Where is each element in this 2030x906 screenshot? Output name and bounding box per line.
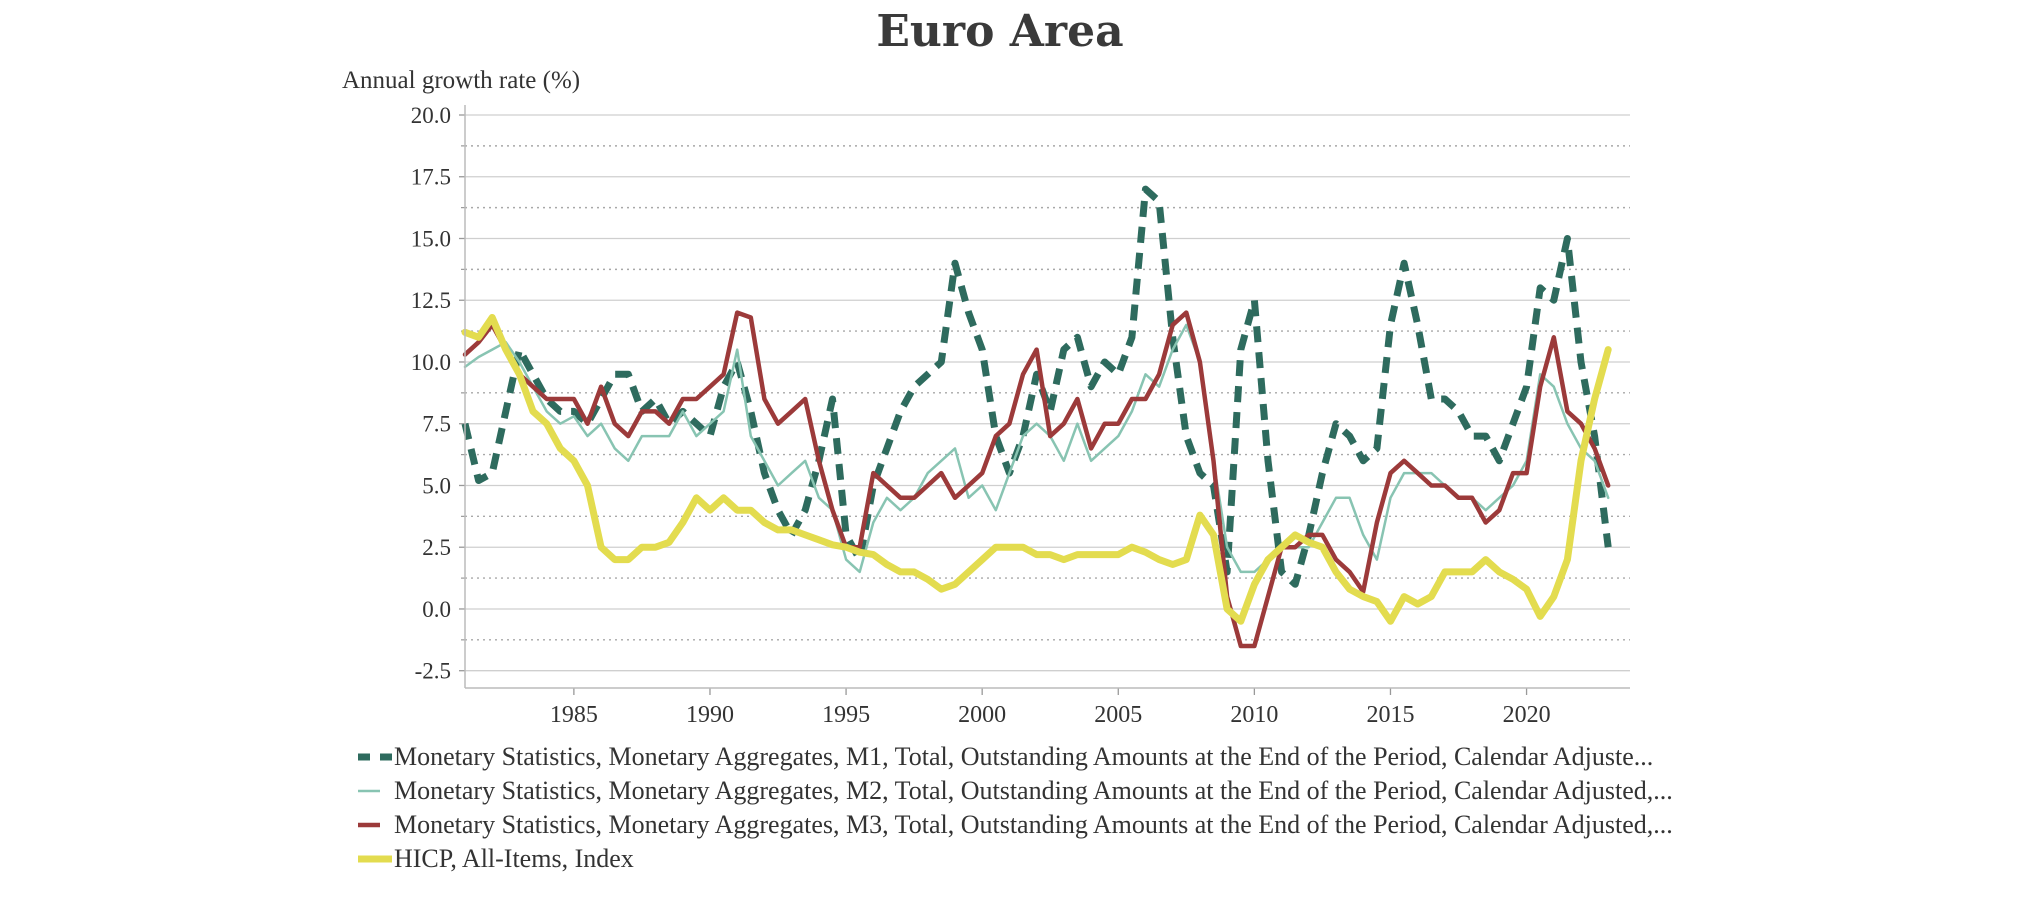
legend-swatch-m2	[358, 789, 380, 793]
legend-item-hicp: HICP, All-Items, Index	[358, 842, 1673, 876]
legend-swatch-m1	[358, 753, 392, 761]
y-tick-label: 17.5	[411, 165, 451, 190]
legend-label-m3: Monetary Statistics, Monetary Aggregates…	[394, 810, 1673, 839]
x-tick-label: 2010	[1230, 702, 1278, 728]
legend-label-hicp: HICP, All-Items, Index	[394, 844, 634, 873]
y-tick-label: 2.5	[422, 535, 451, 560]
legend-label-m1: Monetary Statistics, Monetary Aggregates…	[394, 742, 1654, 771]
y-tick-label: 20.0	[411, 103, 451, 128]
series-line-2	[462, 310, 1611, 649]
legend-label-m2: Monetary Statistics, Monetary Aggregates…	[394, 776, 1673, 805]
x-tick-label: 2015	[1366, 702, 1414, 728]
y-tick-label: 10.0	[411, 350, 451, 375]
y-axis-ticks: 20.0 17.5 15.0 12.5 10.0 7.5 5.0 2.5 0.0 -2.5	[411, 103, 465, 684]
legend: Monetary Statistics, Monetary Aggregates…	[358, 740, 1673, 876]
legend-swatch-hicp	[358, 855, 392, 863]
y-tick-label: 7.5	[422, 412, 451, 437]
grid	[465, 114, 1630, 672]
y-tick-label: 5.0	[422, 473, 451, 498]
y-axis-label: Annual growth rate (%)	[342, 67, 580, 94]
legend-item-m3: Monetary Statistics, Monetary Aggregates…	[358, 808, 1673, 842]
y-tick-label: 0.0	[422, 597, 451, 622]
x-tick-label: 1990	[686, 702, 734, 728]
x-axis-ticks: 1985 1990 1995 2000 2005 2010 2015 2020	[550, 688, 1551, 728]
series-line-0	[461, 185, 1612, 588]
series-line-3	[461, 314, 1612, 625]
x-tick-label: 1995	[822, 702, 870, 728]
y-tick-label: 12.5	[411, 288, 451, 313]
x-tick-label: 1985	[550, 702, 598, 728]
series-lines	[461, 185, 1612, 649]
x-tick-label: 2000	[958, 702, 1006, 728]
chart-title: Euro Area	[876, 6, 1124, 57]
legend-item-m1: Monetary Statistics, Monetary Aggregates…	[358, 740, 1673, 774]
legend-item-m2: Monetary Statistics, Monetary Aggregates…	[358, 774, 1673, 808]
legend-swatch-m3	[358, 822, 380, 828]
y-tick-label: -2.5	[415, 659, 451, 684]
x-tick-label: 2020	[1503, 702, 1551, 728]
x-tick-label: 2005	[1094, 702, 1142, 728]
y-tick-label: 15.0	[411, 226, 451, 251]
